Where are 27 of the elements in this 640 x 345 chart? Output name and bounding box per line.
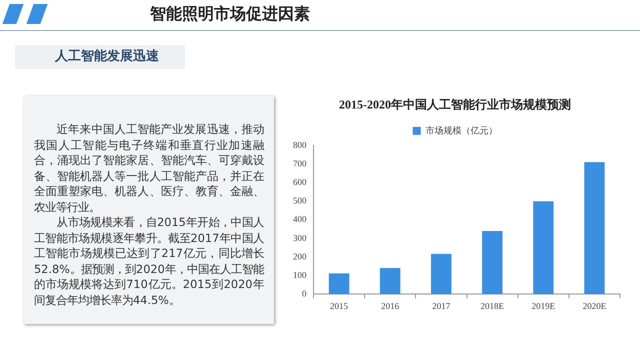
text: 人工智能发展迅速 (15, 45, 185, 69)
y-tick-label: 600 (293, 176, 307, 187)
bar (584, 162, 605, 294)
y-tick-label: 0 (302, 288, 307, 299)
x-tick-label: 2019E (532, 300, 556, 311)
text: 从市场规模来看，自2015年开始，中国人工智能市场规模逐年攀升。截至2017年中国人工智能市场规模已达到了217亿元，同比增长52.8%。据预测，到2020年，中国在人工智能的市场规模将达到710亿元。2015到2020年间复合年均增长率为44.5%。 (33, 215, 266, 308)
y-tick-label: 200 (293, 251, 307, 262)
y-tick-label: 400 (293, 214, 307, 224)
bar (328, 273, 350, 294)
bar (380, 268, 400, 294)
y-tick-label: 800 (293, 140, 307, 150)
text: 智能照明市场促进因素 (148, 4, 311, 25)
x-tick-label: 2020E (582, 300, 607, 311)
y-tick-label: 500 (293, 196, 307, 206)
bar (430, 254, 452, 294)
chart-title: 2015-2020年中国人工智能行业市场规模预测 (339, 97, 571, 112)
x-tick-label: 2016 (381, 300, 400, 311)
bar (482, 230, 503, 294)
x-tick-label: 2015 (330, 300, 349, 311)
x-tick-label: 2017 (432, 300, 451, 311)
x-tick-label: 2018E (480, 300, 505, 311)
text: 近年来中国人工智能产业发展迅速，推动我国人工智能与电子终端和垂直行业加速融合，涌现出了智能家居、智能汽车、可穿戴设备、智能机器人等一批人工智能产品，并正在全面重塑家电、机器人、医疗、教育、金融、农业等行业。 (33, 122, 266, 215)
y-tick-label: 700 (293, 158, 307, 168)
y-tick-label: 100 (293, 270, 307, 280)
legend-label: 市场规模（亿元） (425, 125, 498, 136)
y-tick-label: 300 (293, 232, 307, 243)
bar (533, 201, 554, 294)
